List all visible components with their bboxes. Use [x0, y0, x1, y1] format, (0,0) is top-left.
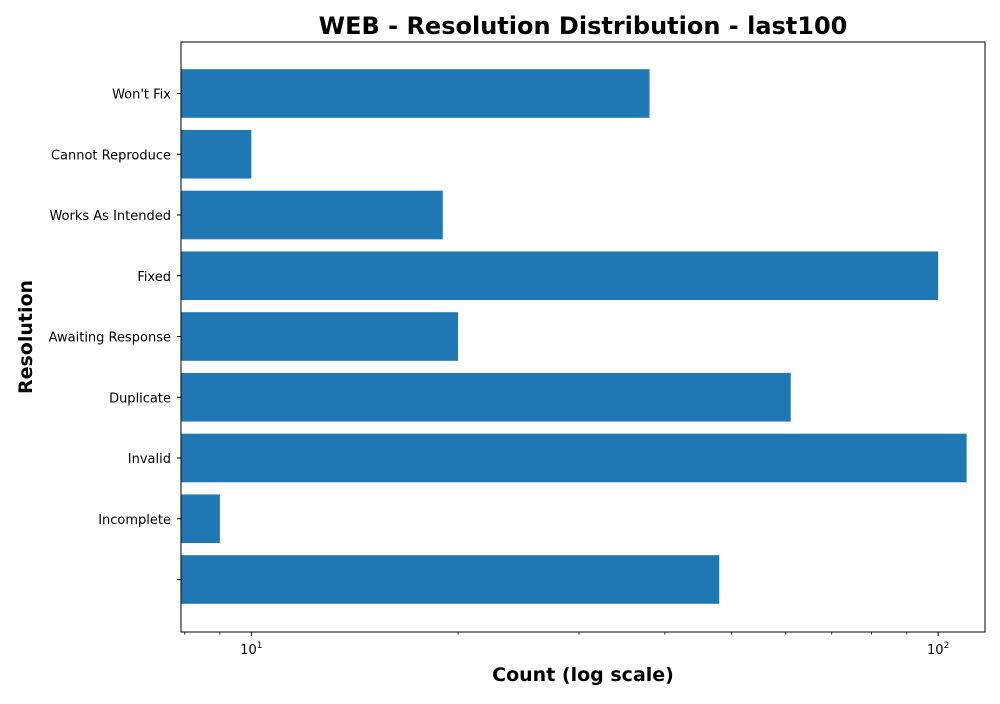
y-tick-label: Won't Fix	[112, 88, 171, 103]
y-tick-label: Invalid	[128, 452, 171, 467]
y-axis-label: Resolution	[15, 280, 37, 394]
bar	[181, 555, 720, 604]
chart-title: WEB - Resolution Distribution - last100	[319, 12, 848, 40]
bar	[181, 372, 791, 422]
y-tick-label: Fixed	[137, 270, 171, 285]
bar	[181, 129, 252, 179]
bar	[181, 494, 220, 544]
x-tick-base: 10	[927, 643, 944, 658]
x-axis-label: Count (log scale)	[492, 664, 674, 686]
y-tick-label: Cannot Reproduce	[51, 148, 171, 163]
x-tick-label: 101	[240, 641, 262, 658]
y-tick-label: Duplicate	[109, 391, 171, 406]
bar	[181, 312, 459, 361]
bar	[181, 433, 967, 483]
y-axis-ticks: Incomplete Invalid Duplicate Awaiting Respo…	[49, 88, 181, 580]
bar	[181, 251, 939, 301]
bar	[181, 69, 650, 118]
x-tick-label: 102	[927, 641, 949, 658]
x-tick-exponent: 2	[944, 641, 950, 651]
y-tick-label: Incomplete	[98, 513, 171, 528]
bars-group	[181, 69, 967, 604]
y-tick-label: Awaiting Response	[49, 331, 171, 346]
y-tick-label: Works As Intended	[49, 209, 171, 224]
x-tick-exponent: 1	[257, 641, 263, 651]
x-tick-base: 10	[240, 643, 257, 658]
x-axis-ticks: 101 102	[184, 632, 949, 658]
bar	[181, 190, 443, 240]
